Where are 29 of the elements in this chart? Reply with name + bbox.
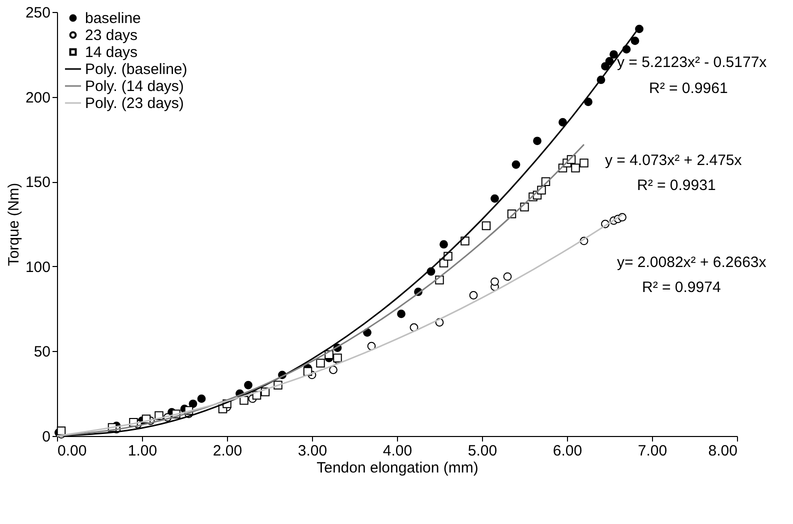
x-tick-label: 8.00: [708, 442, 738, 460]
annotation: R² = 0.9931: [637, 177, 716, 194]
x-tick-label: 3.00: [298, 442, 328, 460]
y-tick-label: 0: [42, 428, 50, 446]
x-tick-label: 1.00: [128, 442, 158, 460]
annotation: y= 2.0082x² + 6.2663x: [617, 254, 767, 271]
annotation: R² = 0.9974: [642, 279, 721, 296]
legend-label: Poly. (baseline): [85, 61, 188, 78]
x-axis-title: Tendon elongation (mm): [316, 460, 478, 476]
x-tick-label: 5.00: [468, 442, 498, 460]
annotation: R² = 0.9961: [649, 80, 728, 97]
legend-label: Poly. (23 days): [85, 95, 184, 112]
annotation: y = 5.2123x² - 0.5177x: [617, 54, 768, 71]
legend-label: Poly. (14 days): [85, 78, 184, 95]
legend-label: baseline: [85, 10, 141, 27]
x-tick-label: 2.00: [212, 442, 242, 460]
x-tick-label: 0.00: [58, 442, 87, 460]
y-tick-label: 250: [25, 4, 50, 22]
annotation: y = 4.073x² + 2.475x: [605, 152, 742, 169]
y-tick-label: 50: [34, 344, 50, 361]
y-tick-label: 150: [25, 174, 50, 192]
x-tick-label: 6.00: [552, 442, 582, 460]
y-tick-label: 200: [25, 89, 50, 106]
x-tick-label: 4.00: [382, 442, 412, 460]
legend-label: 14 days: [85, 44, 138, 61]
y-axis-title: Torque (Nm): [5, 182, 22, 266]
legend-label: 23 days: [85, 27, 138, 44]
y-tick-label: 100: [25, 258, 50, 276]
x-tick-label: 7.00: [638, 442, 668, 460]
